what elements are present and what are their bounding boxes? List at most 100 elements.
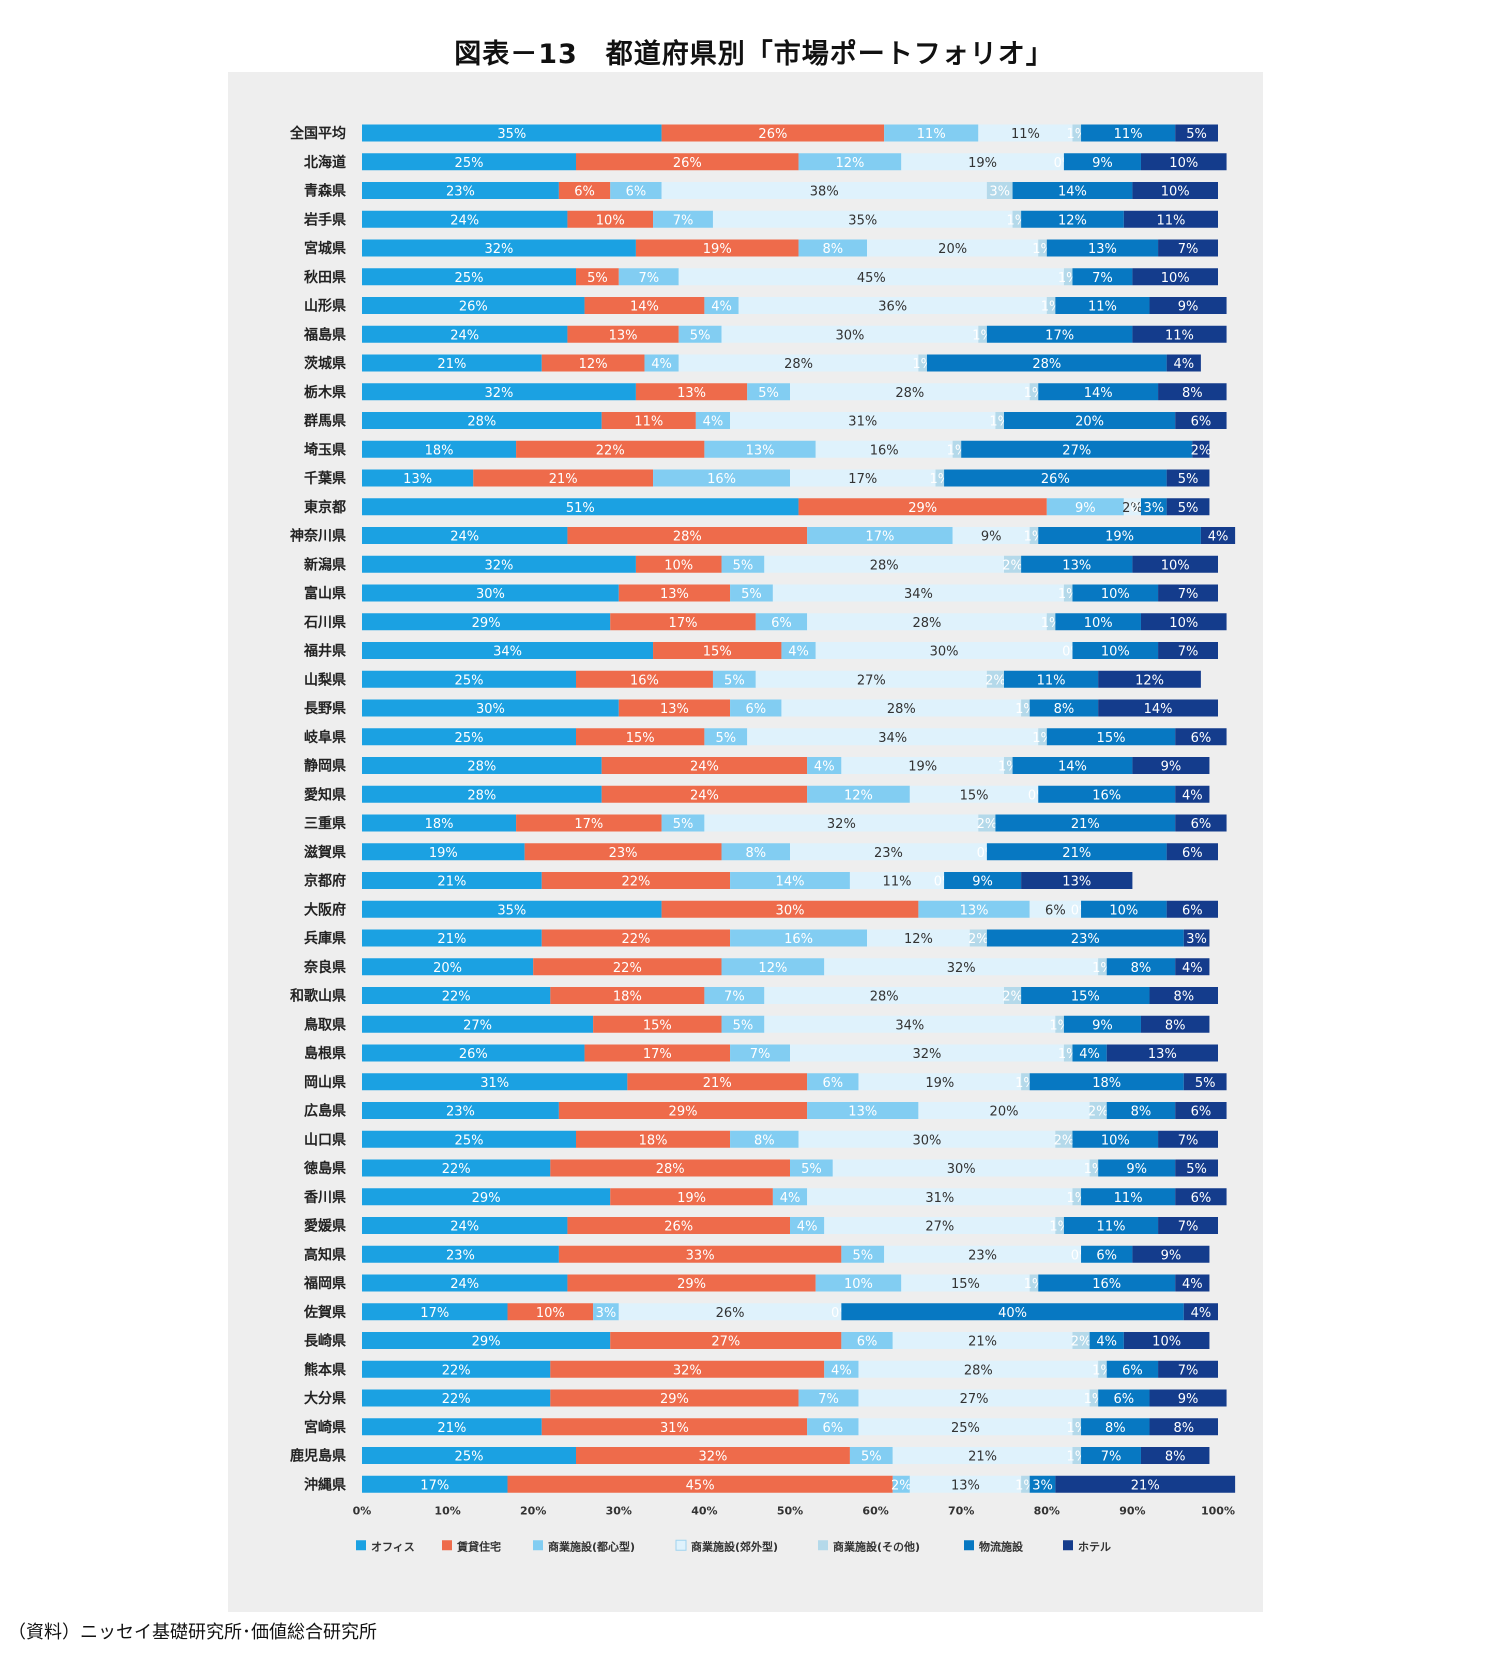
category-label: 富山県 (304, 585, 346, 602)
data-label: 29% (677, 1277, 706, 1292)
data-label: 21% (1131, 1478, 1160, 1493)
data-label: 14% (1058, 760, 1087, 775)
x-tick-label: 90% (1119, 1504, 1145, 1517)
data-label: 31% (660, 1421, 689, 1436)
data-label: 6% (1191, 1105, 1212, 1120)
data-label: 30% (913, 1133, 942, 1148)
data-label: 22% (596, 443, 625, 458)
bar-segment (1038, 239, 1047, 257)
category-label: 茨城県 (304, 355, 346, 372)
data-label: 10% (1152, 1335, 1181, 1350)
bar-segment (635, 555, 722, 573)
data-label: 14% (630, 300, 659, 315)
bar-segment (730, 584, 773, 602)
bar-segment (516, 814, 662, 832)
data-label: 8% (1054, 702, 1075, 717)
bar-segment (1021, 987, 1150, 1004)
bar-segment (721, 555, 765, 573)
bar-segment (593, 1015, 722, 1033)
data-label: 24% (450, 1277, 479, 1292)
bar-segment (1166, 354, 1201, 372)
bar-segment (790, 469, 936, 487)
x-tick-label: 50% (777, 1504, 803, 1517)
bar-segment (661, 182, 987, 199)
data-label: 8% (822, 242, 843, 257)
bar-segment (961, 440, 1193, 458)
data-label: 26% (673, 156, 702, 171)
data-label: 5% (852, 1248, 873, 1263)
bar-segment (653, 210, 713, 228)
data-label: 30% (776, 903, 805, 918)
category-label: 兵庫県 (304, 930, 346, 947)
category-label: 長崎県 (304, 1333, 346, 1350)
bar-segment (1004, 412, 1176, 429)
data-label: 24% (450, 1220, 479, 1235)
bar-segment (1029, 699, 1099, 717)
bar-segment (1140, 613, 1227, 631)
data-label: 27% (925, 1220, 954, 1235)
bar-segment (362, 872, 542, 889)
data-label: 11% (1165, 328, 1194, 343)
bar-segment (1175, 728, 1227, 746)
data-label: 3% (1032, 1478, 1053, 1493)
bar-segment (790, 843, 987, 861)
bar-segment (1055, 1217, 1064, 1234)
bar-segment (541, 354, 645, 372)
data-label: 5% (801, 1162, 822, 1177)
bar-segment (1175, 1102, 1227, 1119)
bar-segment (1183, 929, 1210, 947)
bar-segment (986, 929, 1184, 947)
data-label: 28% (467, 788, 496, 803)
bar-segment (1072, 642, 1159, 659)
bar-segment (1012, 757, 1133, 774)
data-label: 16% (1092, 1277, 1121, 1292)
data-label: 5% (673, 817, 694, 832)
data-label: 32% (485, 386, 514, 401)
bar-segment (1132, 268, 1218, 286)
bar-segment (362, 900, 662, 918)
data-label: 21% (437, 875, 466, 890)
data-label: 4% (1182, 788, 1203, 803)
bar-segment (1046, 297, 1056, 314)
bar-segment (704, 297, 739, 314)
data-label: 9% (1178, 1392, 1199, 1407)
bar-segment (1166, 843, 1218, 861)
data-label: 6% (1191, 817, 1212, 832)
data-label: 21% (549, 472, 578, 487)
data-label: 8% (1165, 1450, 1186, 1465)
bar-segment (1038, 527, 1201, 544)
bar-segment (1166, 900, 1218, 918)
data-label: 28% (870, 990, 899, 1005)
bar-segment (798, 1389, 859, 1407)
bar-segment (1072, 1332, 1090, 1349)
data-label: 19% (1105, 530, 1134, 545)
data-label: 17% (669, 616, 698, 631)
data-label: 10% (536, 1306, 565, 1321)
data-label: 30% (835, 328, 864, 343)
bar-segment (550, 1360, 825, 1378)
data-label: 2% (891, 1478, 912, 1493)
bar-segment (1123, 1332, 1210, 1349)
bar-segment (986, 182, 1013, 199)
data-label: 15% (1071, 990, 1100, 1005)
bar-segment (1192, 440, 1210, 458)
data-label: 13% (677, 386, 706, 401)
legend-swatch (442, 1540, 452, 1551)
data-label: 28% (467, 760, 496, 775)
data-label: 4% (1191, 1306, 1212, 1321)
bar-segment (712, 210, 1013, 228)
data-label: 13% (660, 587, 689, 602)
bar-segment (944, 469, 1167, 487)
data-label: 7% (1178, 242, 1199, 257)
data-label: 22% (613, 961, 642, 976)
bar-segment (1012, 182, 1133, 199)
data-label: 3% (1186, 932, 1207, 947)
bar-segment (1072, 1188, 1082, 1206)
bar-segment (935, 469, 945, 487)
data-label: 5% (758, 386, 779, 401)
bar-segment (790, 1044, 1064, 1062)
bar-segment (1106, 1360, 1159, 1378)
data-label: 21% (437, 1421, 466, 1436)
data-label: 8% (1131, 961, 1152, 976)
bar-segment (1200, 527, 1236, 544)
